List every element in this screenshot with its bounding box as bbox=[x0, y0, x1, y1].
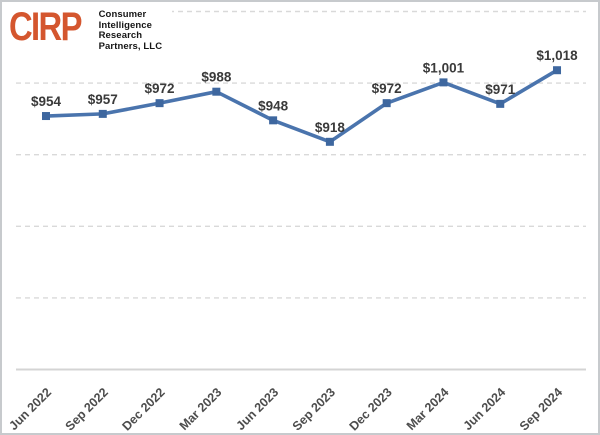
data-label: $988 bbox=[201, 70, 232, 85]
x-axis-label: Jun 2024 bbox=[461, 385, 509, 433]
data-label: $1,018 bbox=[536, 48, 578, 63]
x-axis-label: Dec 2022 bbox=[119, 385, 167, 433]
cirp-logo: CIRP Consumer Intelligence Research Part… bbox=[2, 2, 173, 56]
x-axis-label: Jun 2022 bbox=[6, 385, 54, 433]
x-axis-label: Sep 2024 bbox=[517, 385, 565, 433]
data-point-marker bbox=[269, 116, 278, 125]
data-point-marker bbox=[325, 137, 334, 146]
data-point-marker bbox=[212, 87, 221, 96]
data-point-marker bbox=[382, 99, 391, 108]
data-label: $971 bbox=[485, 82, 516, 97]
data-point-marker bbox=[98, 109, 107, 118]
logo-line-4: Partners, LLC bbox=[98, 40, 163, 52]
x-axis-label: Mar 2024 bbox=[404, 385, 452, 433]
logo-line-3: Research bbox=[98, 30, 143, 41]
logo-line-2: Intelligence bbox=[98, 19, 153, 31]
x-axis-label: Dec 2023 bbox=[347, 385, 395, 433]
data-point-marker bbox=[42, 112, 50, 121]
data-label: $954 bbox=[31, 94, 62, 109]
cirp-logo-fullname: Consumer Intelligence Research Partners,… bbox=[99, 8, 163, 52]
data-label: $918 bbox=[315, 120, 346, 135]
data-label: $972 bbox=[145, 81, 175, 96]
cirp-logo-text: CIRP bbox=[9, 5, 82, 49]
data-label: $948 bbox=[258, 98, 289, 113]
data-point-marker bbox=[155, 99, 164, 108]
x-axis-label: Mar 2023 bbox=[177, 385, 225, 433]
data-point-marker bbox=[496, 99, 505, 108]
data-label: $957 bbox=[88, 92, 118, 107]
data-label: $1,001 bbox=[423, 60, 465, 75]
x-axis-label: Jun 2023 bbox=[234, 385, 282, 433]
x-axis-label: Sep 2023 bbox=[290, 385, 338, 433]
data-label: $972 bbox=[372, 81, 402, 96]
data-point-marker bbox=[553, 66, 562, 75]
logo-line-1: Consumer bbox=[98, 9, 147, 20]
series-line bbox=[44, 68, 559, 144]
data-point-marker bbox=[439, 78, 448, 87]
x-axis-label: Sep 2022 bbox=[63, 385, 111, 433]
